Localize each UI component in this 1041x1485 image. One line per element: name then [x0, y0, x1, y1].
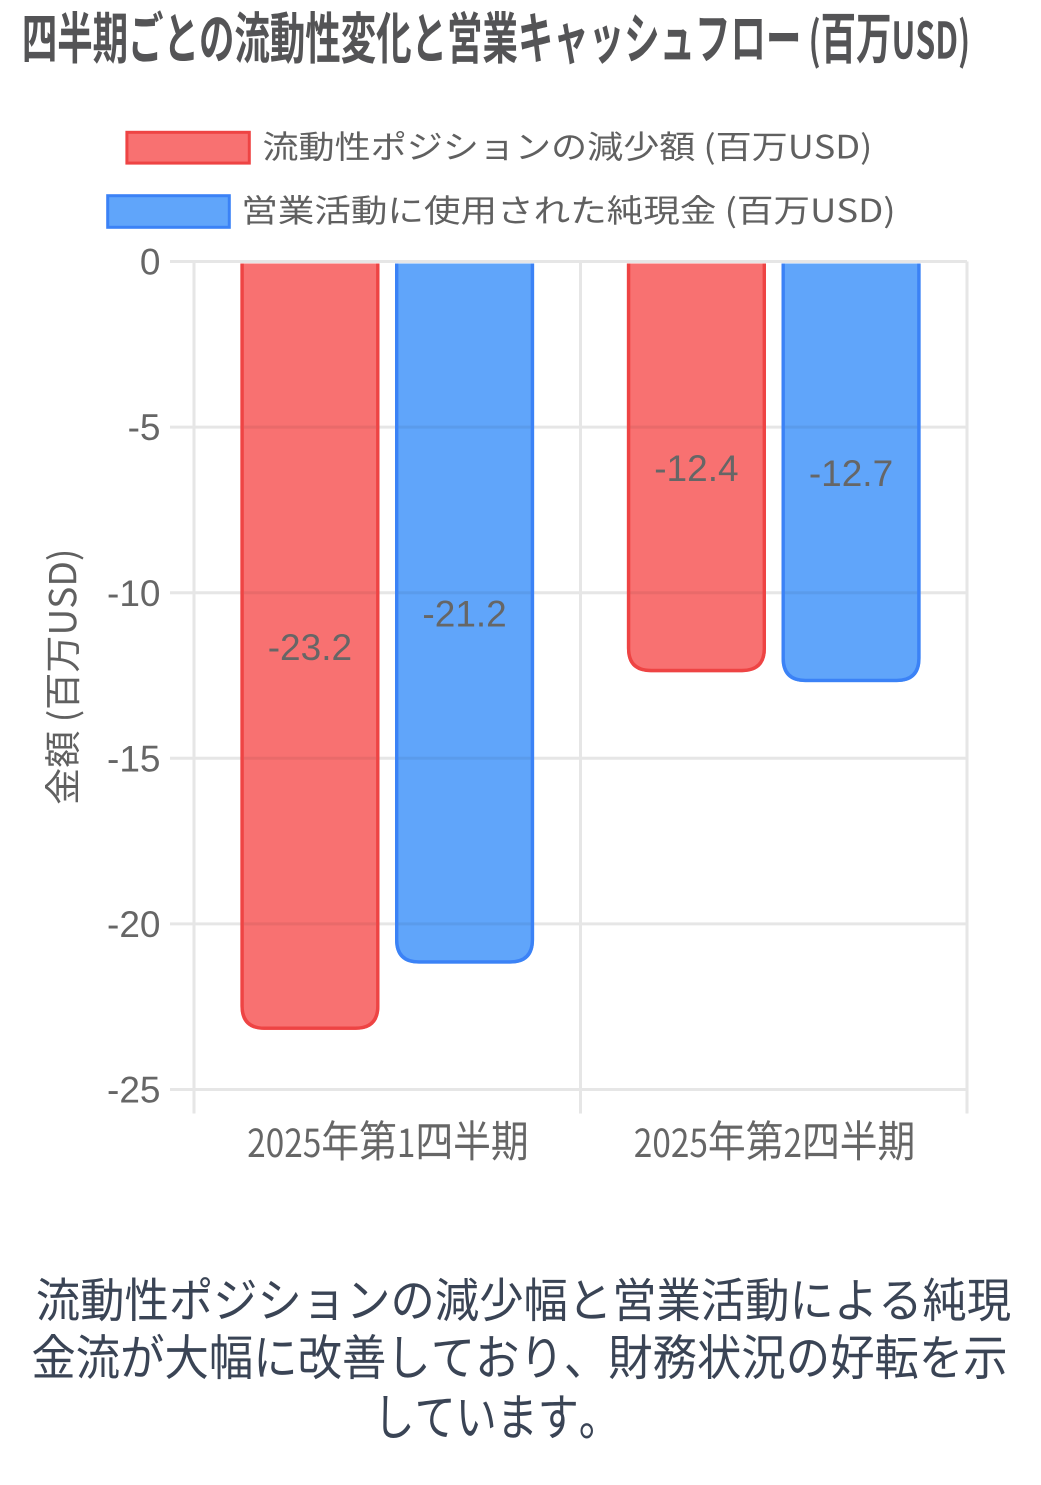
svg-text:-20: -20	[107, 904, 160, 945]
svg-text:-15: -15	[107, 738, 160, 779]
svg-text:-5: -5	[128, 407, 161, 448]
svg-text:-10: -10	[107, 573, 160, 614]
svg-text:-21.2: -21.2	[422, 594, 506, 635]
svg-text:-25: -25	[107, 1070, 160, 1111]
svg-text:-12.7: -12.7	[809, 453, 893, 494]
svg-text:0: 0	[140, 242, 161, 283]
svg-text:-12.4: -12.4	[654, 448, 738, 489]
svg-text:-23.2: -23.2	[268, 627, 352, 668]
